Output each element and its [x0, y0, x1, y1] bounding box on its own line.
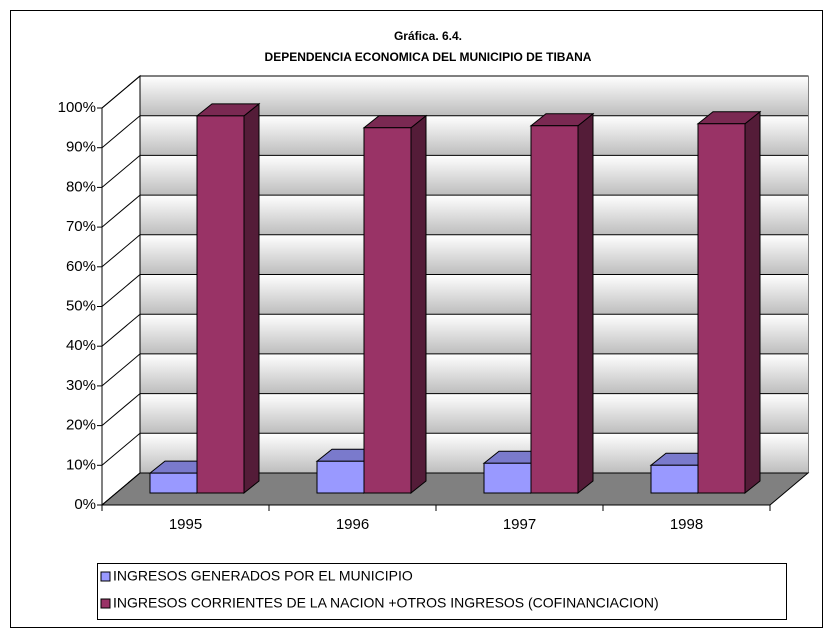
legend-label: INGRESOS CORRIENTES DE LA NACION +OTROS … [113, 595, 659, 611]
bar-front [149, 472, 198, 494]
legend-label: INGRESOS GENERADOS POR EL MUNICIPIO [113, 568, 413, 584]
legend-box [97, 563, 787, 620]
y-tick-label: 70% [66, 218, 96, 235]
bar-side [243, 102, 260, 495]
y-tick-label: 10% [66, 456, 96, 473]
grid-line-side [101, 432, 141, 466]
bar-front [483, 462, 532, 494]
y-tick-label: 50% [66, 297, 96, 314]
x-tick-label: 1997 [503, 516, 536, 533]
bar [362, 114, 428, 495]
bar-front [650, 464, 699, 494]
bar-front [316, 460, 365, 494]
y-tick-label: 80% [66, 178, 96, 195]
grid-line-side [101, 194, 141, 228]
y-tick-label: 0% [74, 496, 96, 513]
grid-line-side [101, 155, 141, 188]
grid-line-side [101, 353, 141, 387]
grid-line-side [101, 115, 141, 149]
y-tick-label: 100% [58, 99, 96, 116]
bar-front [196, 115, 245, 494]
bar-side [410, 114, 427, 495]
grid-line-side [101, 234, 141, 268]
legend-swatch [100, 598, 111, 609]
y-tick-label: 60% [66, 258, 96, 275]
bar [195, 102, 261, 495]
y-tick-label: 30% [66, 377, 96, 394]
bar-side [577, 112, 594, 495]
x-tick-label: 1998 [670, 516, 703, 533]
grid-line-side [101, 75, 141, 109]
chart-title: Gráfica. 6.4. [394, 29, 462, 43]
bar-front [530, 125, 579, 494]
legend-swatch [100, 571, 111, 582]
grid-line-side [101, 472, 141, 506]
grid-line-side [101, 313, 141, 347]
bar-side [744, 110, 761, 495]
chart-subtitle: DEPENDENCIA ECONOMICA DEL MUNICIPIO DE T… [265, 50, 592, 64]
bar [696, 110, 762, 495]
x-tick-label: 1995 [169, 516, 202, 533]
bar-front [697, 123, 746, 494]
y-tick-label: 40% [66, 337, 96, 354]
y-tick-label: 90% [66, 139, 96, 156]
grid-line-side [101, 393, 141, 426]
grid-line-side [101, 274, 141, 307]
y-tick-label: 20% [66, 417, 96, 434]
x-tick-label: 1996 [336, 516, 369, 533]
bar [529, 112, 595, 495]
bar-front [363, 127, 412, 494]
